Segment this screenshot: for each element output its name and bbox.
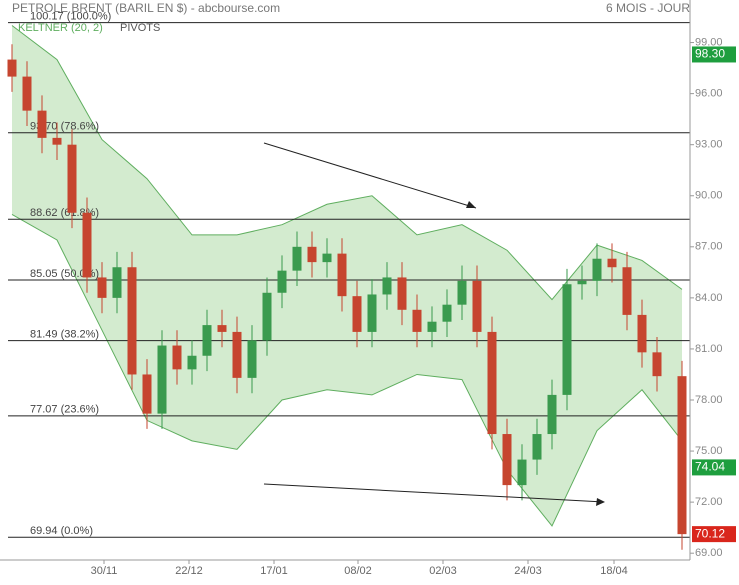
candle-body — [442, 304, 452, 322]
candle-body — [277, 270, 287, 293]
candle-body — [247, 340, 257, 378]
candle-body — [157, 345, 167, 414]
y-tick-label: 84.00 — [695, 292, 723, 304]
keltner-upper — [11, 25, 683, 301]
candle-body — [427, 321, 437, 332]
pivot-label: 81.49 (38.2%) — [30, 329, 99, 341]
candle-body — [592, 258, 602, 281]
x-tick-label: 17/01 — [260, 565, 288, 577]
candle-body — [7, 59, 17, 77]
candle-body — [337, 253, 347, 297]
price-tag-label: 70.12 — [695, 526, 725, 540]
trend-arrow — [263, 483, 605, 503]
y-tick-label: 78.00 — [695, 394, 723, 406]
candle-body — [547, 394, 557, 435]
candle-body — [262, 292, 272, 341]
candle-body — [637, 314, 647, 353]
candle-body — [367, 294, 377, 332]
candle-body — [457, 280, 467, 305]
candle-body — [622, 267, 632, 315]
y-tick-label: 72.00 — [695, 496, 723, 508]
y-tick-label: 87.00 — [695, 241, 723, 253]
keltner-lower — [11, 214, 683, 527]
candle-body — [82, 212, 92, 278]
y-tick-label: 69.00 — [695, 547, 723, 559]
x-tick-label: 08/02 — [344, 565, 372, 577]
price-tag — [692, 459, 736, 476]
price-tag-label: 98.30 — [695, 47, 725, 61]
x-tick-label: 02/03 — [429, 565, 457, 577]
plot-layer: 100.17 (100.0%) 93.70 (78.6%) 88.62 (61.8%… — [7, 11, 690, 550]
candle-body — [677, 376, 687, 535]
candle-body — [232, 331, 242, 378]
period: 6 MOIS - JOUR — [606, 1, 690, 15]
candle-body — [202, 325, 212, 356]
candle-body — [67, 144, 77, 213]
candle-body — [412, 309, 422, 332]
candle-body — [502, 434, 512, 486]
candle-body — [382, 277, 392, 295]
candle-body — [97, 277, 107, 298]
price-tag — [692, 526, 736, 543]
price-tag-label: 74.04 — [695, 460, 725, 474]
y-tick-label: 96.00 — [695, 88, 723, 100]
candle-body — [112, 267, 122, 298]
overlay: PIVOTS — [120, 22, 160, 34]
pivot-label: 88.62 (61.8%) — [30, 207, 99, 219]
candle-body — [22, 76, 32, 111]
candle-body — [577, 280, 587, 285]
candle-body — [607, 258, 617, 268]
indicator: KELTNER (20, 2) — [18, 22, 103, 34]
y-tick-label: 93.00 — [695, 139, 723, 151]
arrow-head — [596, 498, 605, 506]
y-tick-label: 75.00 — [695, 445, 723, 457]
x-tick-label: 30/11 — [91, 565, 118, 577]
pivot-label: 77.07 (23.6%) — [30, 404, 99, 416]
arrow-head — [466, 201, 476, 208]
candle-body — [322, 253, 332, 263]
candle-body — [562, 284, 572, 395]
pivot-label: 85.05 (50.0%) — [30, 268, 99, 280]
y-tick-label: 90.00 — [695, 190, 723, 202]
candle-body — [532, 434, 542, 460]
candle-body — [52, 137, 62, 145]
candle-body — [142, 374, 152, 414]
x-tick-label: 18/04 — [600, 565, 628, 577]
candle-body — [652, 352, 662, 377]
candle-body — [307, 246, 317, 263]
candle-body — [292, 246, 302, 271]
pivot-label: 100.17 (100.0%) — [30, 11, 111, 23]
candle-body — [217, 325, 227, 332]
candle-body — [172, 345, 182, 370]
y-tick-label: 81.00 — [695, 343, 723, 355]
x-tick-label: 22/12 — [175, 565, 203, 577]
candle-body — [517, 459, 527, 486]
candle-body — [127, 267, 137, 375]
pivot-label: 69.94 (0.0%) — [30, 525, 93, 537]
candle-body — [487, 331, 497, 435]
candle-body — [37, 110, 47, 138]
y-tick-label: 99.00 — [695, 36, 723, 48]
trend-arrow — [263, 142, 477, 209]
chart-title: PETROLE BRENT (BARIL EN $) - abcbourse.c… — [12, 1, 280, 15]
candle-body — [472, 280, 482, 332]
candle-body — [187, 355, 197, 370]
candle-body — [397, 277, 407, 310]
x-tick-label: 24/03 — [514, 565, 542, 577]
pivot-label: 93.70 (78.6%) — [30, 121, 99, 133]
candle-body — [352, 296, 362, 332]
price-tag — [692, 46, 736, 63]
keltner-fill — [12, 25, 682, 526]
